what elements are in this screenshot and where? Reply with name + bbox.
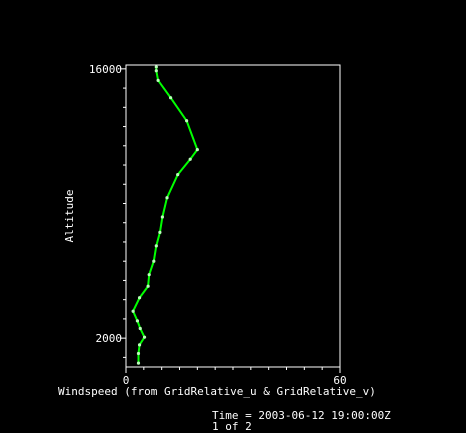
- x-axis: 0 60: [123, 367, 347, 387]
- data-point: [156, 78, 160, 82]
- series-layer: [131, 65, 199, 365]
- data-point: [154, 244, 158, 248]
- data-point: [136, 351, 141, 356]
- data-point: [152, 259, 156, 263]
- x-tick-label: 60: [333, 374, 346, 387]
- y-tick-label: 2000: [96, 332, 123, 345]
- data-point: [136, 361, 141, 365]
- data-point: [137, 343, 142, 347]
- series-line: [131, 66, 199, 364]
- data-point: [188, 157, 192, 161]
- x-axis-label: Windspeed (from GridRelative_u & GridRel…: [58, 385, 376, 398]
- data-point: [158, 230, 162, 234]
- y-axis-label: Altitude: [63, 190, 76, 243]
- y-axis: 2000 16000: [89, 63, 126, 358]
- data-point: [165, 196, 169, 200]
- data-point: [142, 335, 147, 339]
- y-tick-label: 16000: [89, 63, 122, 76]
- data-point: [147, 273, 151, 277]
- data-point: [138, 326, 142, 331]
- data-point: [137, 296, 142, 300]
- data-point: [185, 119, 189, 123]
- data-point: [135, 319, 140, 323]
- data-point: [176, 173, 180, 177]
- data-point: [154, 65, 158, 69]
- data-point: [131, 309, 135, 313]
- plot-frame: [125, 64, 341, 368]
- data-point: [160, 215, 164, 219]
- data-point: [195, 148, 199, 152]
- time-readout: Time = 2003-06-12 19:00:00Z: [212, 409, 391, 422]
- data-point: [146, 284, 150, 288]
- data-point: [168, 96, 173, 100]
- page-indicator: 1 of 2: [212, 420, 252, 433]
- data-point: [154, 69, 158, 73]
- x-tick-label: 0: [123, 374, 130, 387]
